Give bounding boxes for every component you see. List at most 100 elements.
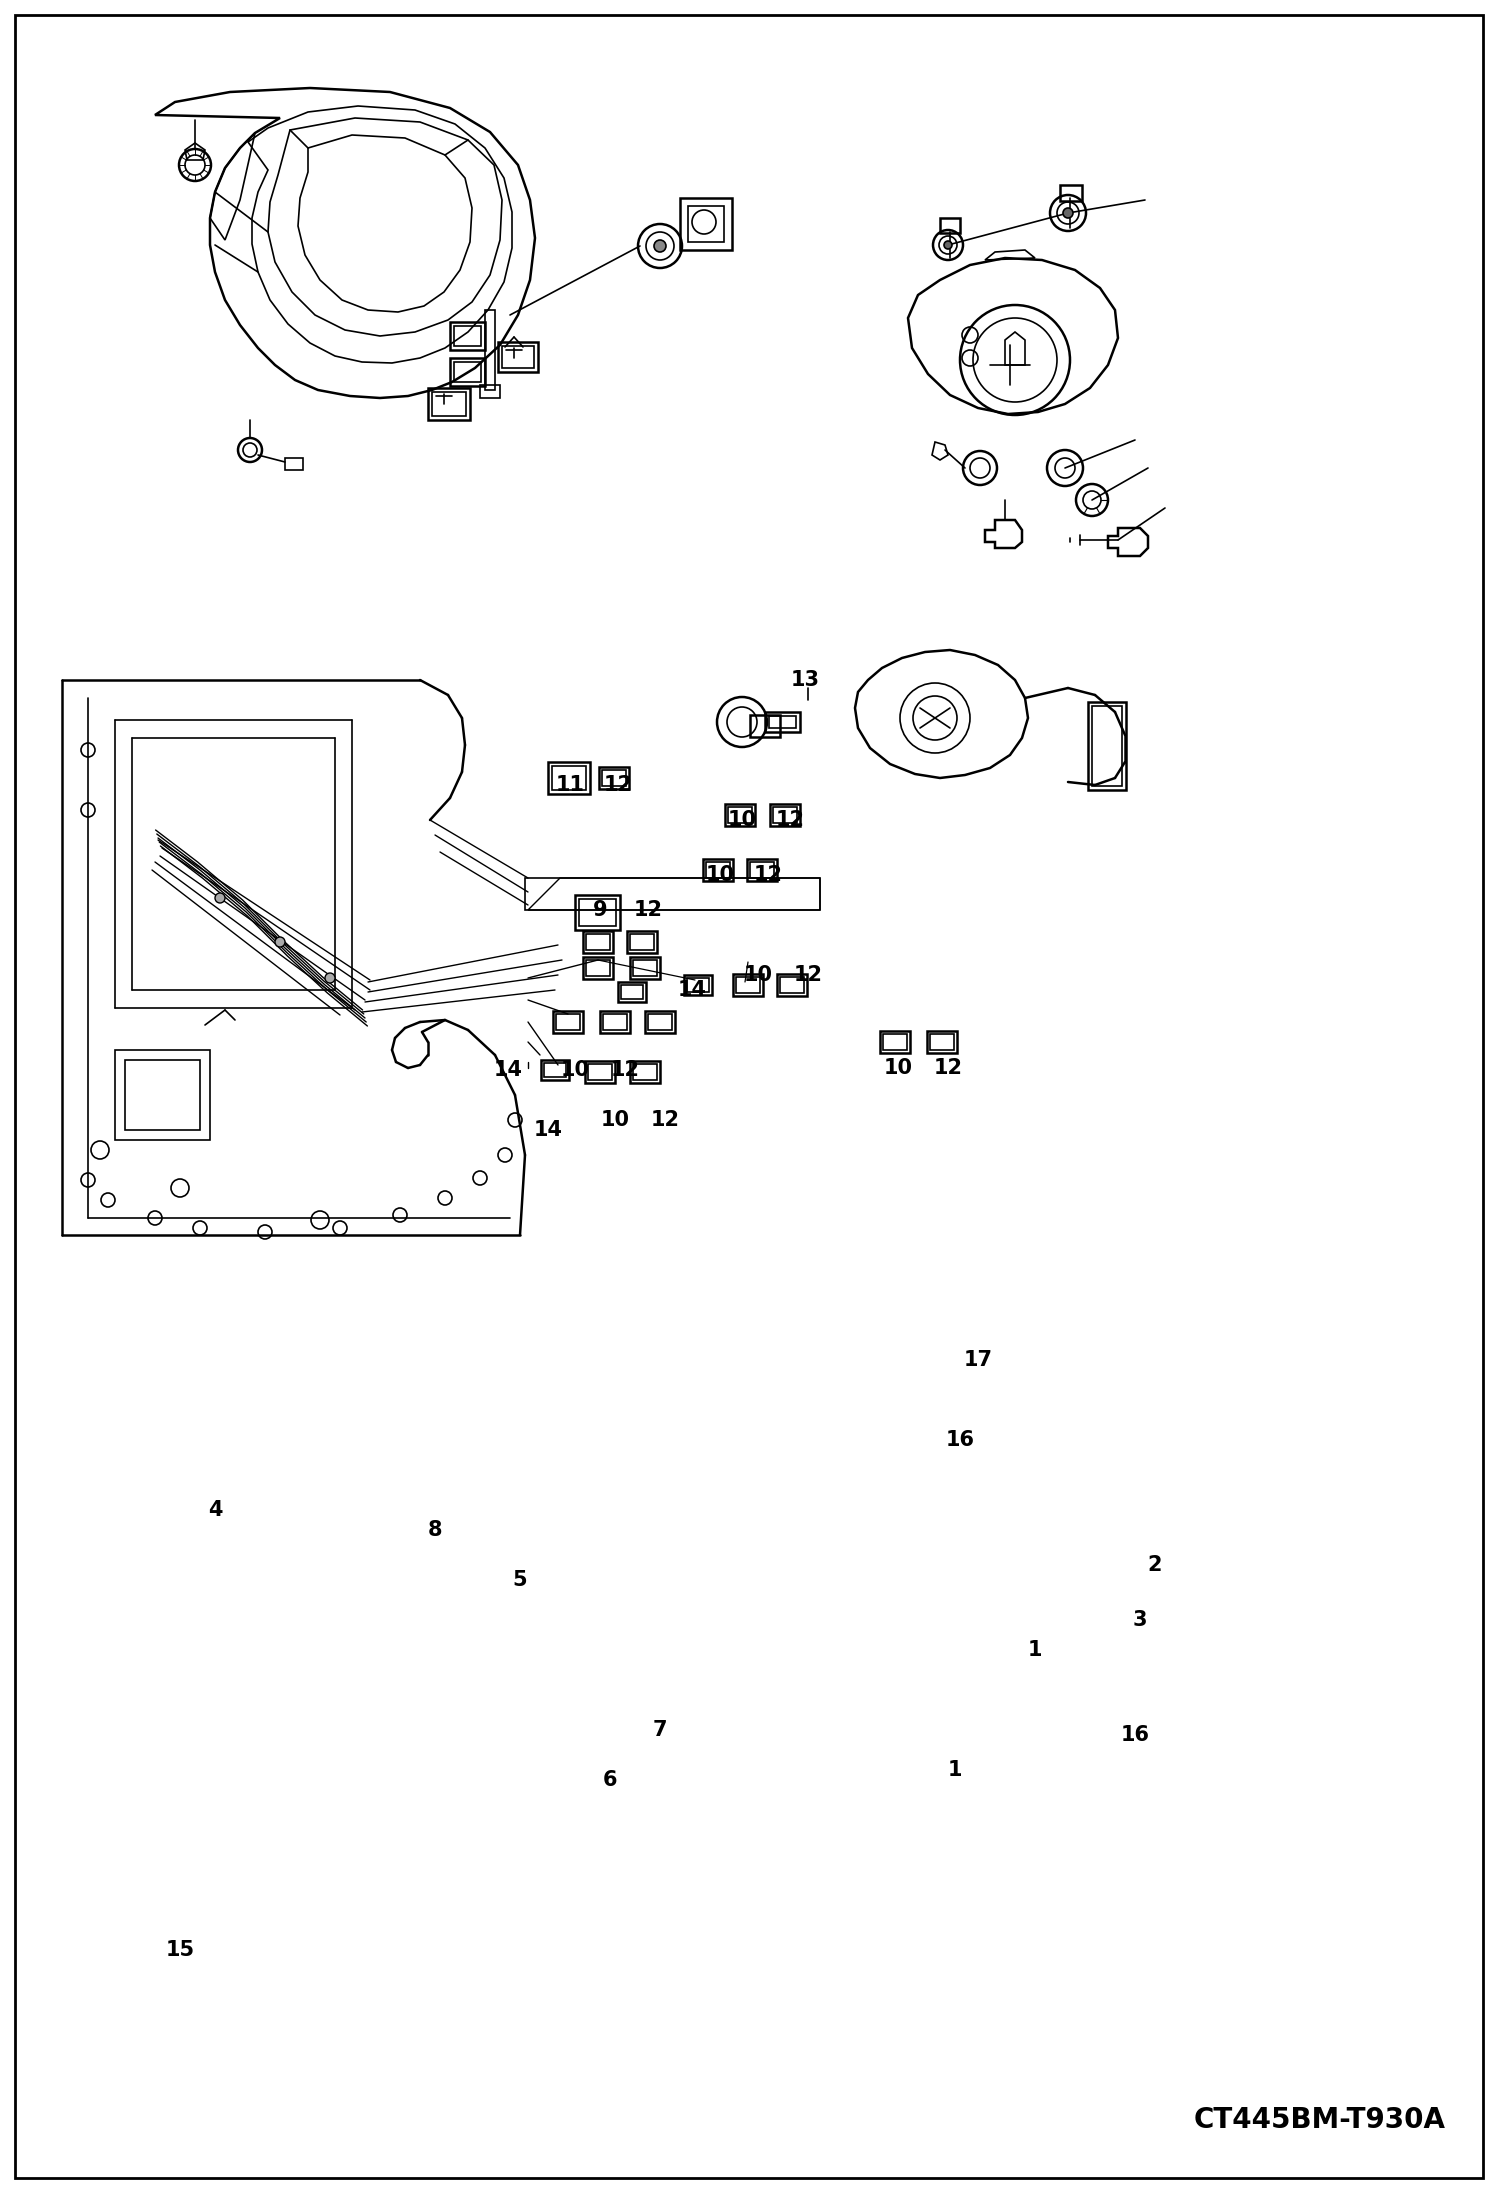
Text: 10: 10	[601, 1110, 629, 1129]
Bar	[634, 961, 658, 976]
Bar	[765, 713, 800, 732]
Text: 2: 2	[1147, 1555, 1162, 1575]
Text: 12: 12	[794, 965, 822, 985]
Bar	[583, 932, 613, 954]
Bar	[646, 1011, 676, 1033]
Bar	[634, 1064, 658, 1079]
Bar	[622, 985, 643, 1000]
Bar	[680, 197, 733, 250]
Text: 10: 10	[706, 864, 734, 886]
Text: 1: 1	[1028, 1640, 1043, 1660]
Text: 14: 14	[493, 1059, 523, 1079]
Circle shape	[216, 893, 225, 904]
Bar	[685, 976, 712, 996]
Bar	[879, 1031, 909, 1053]
Text: 14: 14	[677, 980, 707, 1000]
Text: 5: 5	[512, 1570, 527, 1590]
Bar	[428, 388, 470, 421]
Text: 4: 4	[208, 1500, 222, 1520]
Text: 3: 3	[1132, 1610, 1147, 1629]
Bar	[688, 978, 709, 991]
Bar	[930, 1035, 954, 1050]
Bar	[601, 1011, 631, 1033]
Bar	[768, 715, 795, 728]
Bar	[553, 1011, 583, 1033]
Bar	[502, 346, 533, 368]
Bar	[631, 1061, 661, 1083]
Bar	[551, 765, 586, 789]
Bar	[449, 357, 485, 386]
Text: CT445BM-T930A: CT445BM-T930A	[1194, 2105, 1446, 2134]
Circle shape	[944, 241, 953, 250]
Bar	[285, 458, 303, 469]
Bar	[556, 1013, 580, 1031]
Text: 12: 12	[753, 864, 782, 886]
Circle shape	[325, 974, 336, 982]
Bar	[580, 899, 616, 925]
Bar	[583, 956, 613, 978]
Bar	[497, 342, 538, 373]
Bar	[548, 761, 590, 794]
Bar	[703, 860, 733, 882]
Bar	[748, 860, 777, 882]
Bar	[115, 1050, 210, 1140]
Text: 10: 10	[884, 1057, 912, 1079]
Text: 9: 9	[593, 899, 607, 921]
Bar	[631, 956, 661, 978]
Text: 17: 17	[963, 1351, 993, 1371]
Text: 12: 12	[650, 1110, 680, 1129]
Bar	[628, 932, 658, 954]
Text: 12: 12	[611, 1059, 640, 1079]
Bar	[604, 1013, 628, 1031]
Text: 10: 10	[743, 965, 773, 985]
Bar	[586, 1061, 616, 1083]
Text: 6: 6	[602, 1770, 617, 1789]
Text: 16: 16	[945, 1430, 975, 1450]
Bar	[736, 978, 759, 993]
Text: 14: 14	[533, 1121, 563, 1140]
Text: 8: 8	[428, 1520, 442, 1539]
Text: 7: 7	[653, 1719, 667, 1739]
Text: 16: 16	[1121, 1726, 1149, 1746]
Text: 12: 12	[604, 774, 632, 796]
Text: 10: 10	[560, 1059, 590, 1079]
Bar	[589, 1064, 613, 1079]
Bar	[725, 805, 755, 827]
Bar	[927, 1031, 957, 1053]
Bar	[602, 770, 626, 785]
Bar	[575, 895, 620, 930]
Bar	[733, 974, 762, 996]
Text: 12: 12	[776, 809, 804, 829]
Bar	[688, 206, 724, 241]
Bar	[631, 934, 655, 950]
Text: 10: 10	[728, 809, 756, 829]
Bar	[544, 1064, 566, 1077]
Bar	[706, 862, 730, 877]
Text: 12: 12	[933, 1057, 963, 1079]
Bar	[454, 327, 481, 346]
Bar	[882, 1035, 906, 1050]
Bar	[586, 934, 610, 950]
Text: 12: 12	[634, 899, 662, 921]
Bar	[1061, 184, 1082, 202]
Text: 11: 11	[556, 774, 584, 796]
Bar	[728, 807, 752, 822]
Circle shape	[1064, 208, 1073, 217]
Bar	[124, 1059, 201, 1129]
Text: 13: 13	[791, 671, 819, 691]
Text: 15: 15	[165, 1941, 195, 1961]
Bar	[1088, 702, 1126, 789]
Bar	[649, 1013, 673, 1031]
Bar	[586, 961, 610, 976]
Bar	[750, 715, 780, 737]
Bar	[773, 807, 797, 822]
Bar	[619, 982, 646, 1002]
Circle shape	[655, 239, 667, 252]
Bar	[777, 974, 807, 996]
Text: 1: 1	[948, 1761, 962, 1781]
Bar	[449, 322, 485, 351]
Circle shape	[276, 936, 285, 947]
Bar	[431, 393, 466, 417]
Bar	[750, 862, 774, 877]
Bar	[941, 217, 960, 232]
